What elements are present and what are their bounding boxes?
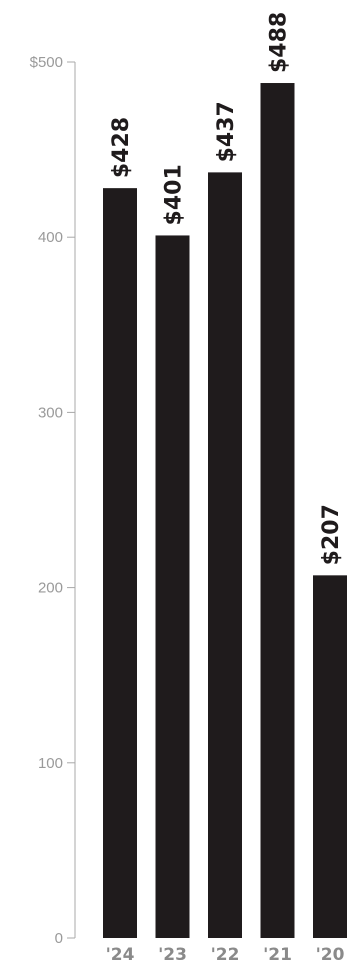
y-tick-label: $500 — [30, 54, 63, 71]
bar-value-label: $428 — [109, 117, 134, 178]
y-tick-label: 200 — [38, 580, 63, 597]
bar — [260, 83, 295, 939]
bar-value-label: $401 — [162, 164, 187, 225]
bar-value-label: $207 — [319, 504, 344, 565]
bar — [155, 235, 190, 938]
x-category-label: '23 — [158, 945, 187, 965]
x-category-label: '20 — [316, 945, 345, 965]
x-category-label: '22 — [211, 945, 240, 965]
y-tick-label: 400 — [38, 229, 63, 246]
bars — [103, 83, 347, 939]
y-tick-label: 0 — [55, 930, 63, 947]
y-axis: 0 100 200 300 400 $500 — [30, 54, 76, 947]
bar-value-label: $488 — [267, 12, 292, 73]
x-category-label: '24 — [106, 945, 135, 965]
x-category-label: '21 — [263, 945, 292, 965]
bar — [313, 575, 347, 938]
y-tick-label: 300 — [38, 404, 63, 421]
bar-value-label: $437 — [214, 101, 239, 162]
bar — [208, 172, 242, 939]
bar — [103, 188, 137, 939]
data-labels: $428 $401 $437 $488 $207 — [109, 12, 344, 566]
x-axis: '24 '23 '22 '21 '20 — [106, 945, 345, 965]
y-tick-label: 100 — [38, 755, 63, 772]
